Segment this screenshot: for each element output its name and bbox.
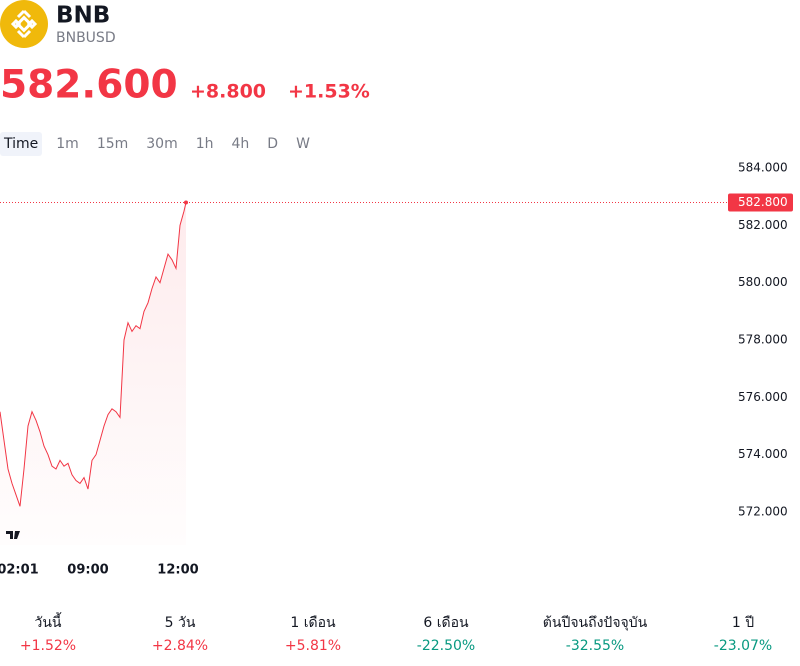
timeframe-tab[interactable]: Time <box>3 136 38 152</box>
period-label: 5 วัน <box>165 615 196 631</box>
period-label: วันนี้ <box>34 612 62 631</box>
period-value: -23.07% <box>714 638 772 654</box>
timeframe-tab[interactable]: 4h <box>232 136 250 152</box>
y-tick-label: 574.000 <box>738 447 788 461</box>
last-price-label: 582.800 <box>738 195 788 209</box>
period-label: 1 ปี <box>732 615 754 631</box>
y-tick-label: 580.000 <box>738 275 788 289</box>
period-value: +5.81% <box>285 638 341 654</box>
period-label: ต้นปีจนถึงปัจจุบัน <box>543 615 648 631</box>
logo <box>0 0 48 48</box>
last-price-tag <box>728 193 793 212</box>
tab-active-bg <box>0 132 42 156</box>
timeframe-tab[interactable]: D <box>267 136 278 152</box>
y-tick-label: 582.000 <box>738 218 788 232</box>
period-value: -32.55% <box>566 638 624 654</box>
period-value: +2.84% <box>152 638 208 654</box>
period-label: 1 เดือน <box>290 615 336 631</box>
y-tick-label: 578.000 <box>738 333 788 347</box>
y-tick-label: 584.000 <box>738 161 788 175</box>
timeframe-tab[interactable]: 1h <box>196 136 214 152</box>
timeframe-tab[interactable]: 15m <box>97 136 128 152</box>
x-tick-label: 09:00 <box>67 563 108 578</box>
price-line <box>0 202 187 507</box>
y-tick-label: 572.000 <box>738 505 788 519</box>
period-value: -22.50% <box>417 638 475 654</box>
timeframe-tab[interactable]: W <box>296 136 310 152</box>
change: +8.800 <box>190 81 266 103</box>
timeframe-tab[interactable]: 30m <box>146 136 177 152</box>
y-tick-label: 576.000 <box>738 390 788 404</box>
area <box>0 202 186 545</box>
x-tick-label: 12:00 <box>157 563 198 578</box>
period-value: +1.52% <box>20 638 76 654</box>
ticker: BNBUSD <box>56 30 116 46</box>
period-label: 6 เดือน <box>423 615 469 631</box>
price: 582.600 <box>0 63 178 108</box>
timeframe-tab[interactable]: 1m <box>56 136 79 152</box>
x-tick-label: 02:01 <box>0 563 39 578</box>
symbol: BNB <box>56 3 110 29</box>
change-percent: +1.53% <box>288 81 370 103</box>
